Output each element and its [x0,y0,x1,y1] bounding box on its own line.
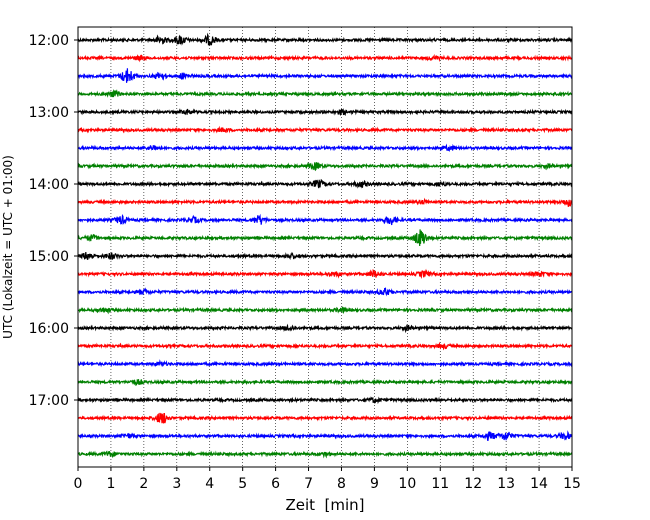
plot-border [77,26,573,468]
y-tick-label: 15:00 [29,249,69,265]
x-tick-label: 10 [398,476,416,492]
trace-line [77,125,573,134]
trace-line [77,306,573,315]
y-tick-label: 17:00 [29,393,69,409]
trace-line [77,108,573,117]
x-tick-label: 14 [530,476,548,492]
x-tick-label: 11 [431,476,449,492]
trace-line [77,359,573,368]
x-tick-label: 0 [74,476,83,492]
x-axis-label: Zeit [min] [285,496,364,514]
trace-line [77,251,573,261]
x-tick-label: 4 [205,476,214,492]
trace-line [77,341,573,351]
x-tick-label: 13 [497,476,515,492]
trace-line [77,229,573,247]
trace-line [77,412,573,424]
trace-line [77,213,573,226]
trace-line [77,197,573,208]
y-axis-label: UTC (Lokalzeit = UTC + 01:00) [1,155,15,339]
trace-line [77,143,573,153]
x-tick-label: 15 [563,476,581,492]
y-axis: 12:00 13:00 14:00 15:00 16:00 17:00 [29,33,78,409]
x-tick-label: 5 [238,476,247,492]
trace-line [77,268,573,279]
trace-line [77,378,573,387]
y-tick-label: 13:00 [29,105,69,121]
trace-line [77,162,573,172]
grid-lines [110,27,540,467]
trace-line [77,53,573,63]
trace-line [77,287,573,297]
x-tick-label: 8 [337,476,346,492]
x-tick-label: 2 [139,476,148,492]
plot-area [78,27,572,467]
x-tick-label: 7 [304,476,313,492]
x-tick-label: 12 [464,476,482,492]
trace-line [77,396,573,405]
y-tick-label: 14:00 [29,177,69,193]
trace-line [77,450,573,459]
trace-line [77,178,573,189]
trace-line [77,68,573,83]
x-tick-label: 9 [370,476,379,492]
y-tick-label: 16:00 [29,321,69,337]
trace-line [77,430,573,442]
trace-line [77,323,573,334]
trace-line [77,89,573,98]
x-tick-label: 6 [271,476,280,492]
x-tick-label: 1 [106,476,115,492]
x-tick-label: 3 [172,476,181,492]
traces [77,32,573,459]
trace-line [77,32,573,46]
x-axis: 0 1 2 3 4 5 6 7 8 9 10 11 12 13 14 15 [74,467,581,492]
y-tick-label: 12:00 [29,33,69,49]
